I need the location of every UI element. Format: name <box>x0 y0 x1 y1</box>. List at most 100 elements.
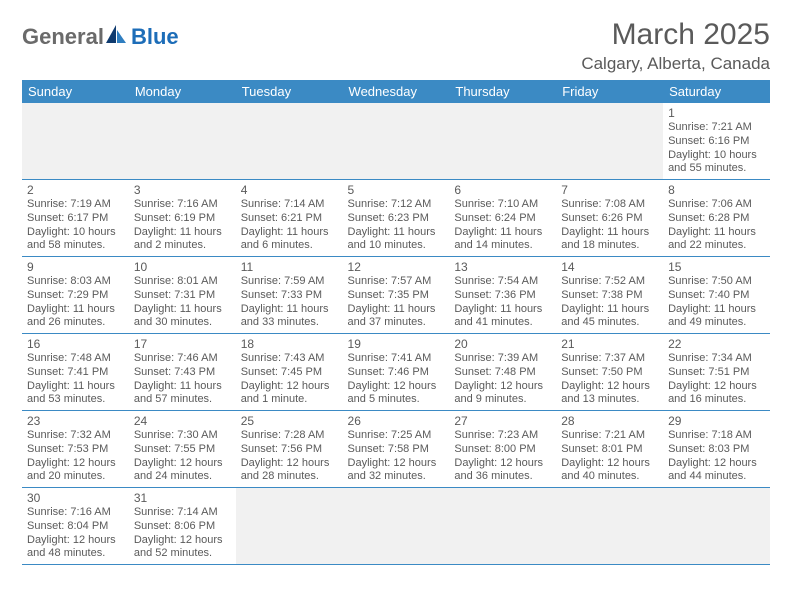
calendar-cell: 22Sunrise: 7:34 AMSunset: 7:51 PMDayligh… <box>663 334 770 411</box>
daylight-line: Daylight: 11 hours <box>241 226 338 240</box>
calendar-cell: 31Sunrise: 7:14 AMSunset: 8:06 PMDayligh… <box>129 488 236 565</box>
daylight-line: and 44 minutes. <box>668 470 765 484</box>
calendar-cell <box>449 103 556 180</box>
daylight-line: Daylight: 11 hours <box>134 226 231 240</box>
sunset-line: Sunset: 6:28 PM <box>668 212 765 226</box>
daylight-line: and 40 minutes. <box>561 470 658 484</box>
calendar-cell <box>129 103 236 180</box>
calendar-cell: 8Sunrise: 7:06 AMSunset: 6:28 PMDaylight… <box>663 180 770 257</box>
calendar-cell: 26Sunrise: 7:25 AMSunset: 7:58 PMDayligh… <box>343 411 450 488</box>
calendar-week-row: 2Sunrise: 7:19 AMSunset: 6:17 PMDaylight… <box>22 180 770 257</box>
sunset-line: Sunset: 7:48 PM <box>454 366 551 380</box>
day-number: 17 <box>134 337 231 351</box>
calendar-cell <box>449 488 556 565</box>
daylight-line: and 41 minutes. <box>454 316 551 330</box>
calendar-cell: 20Sunrise: 7:39 AMSunset: 7:48 PMDayligh… <box>449 334 556 411</box>
logo-text-blue: Blue <box>131 24 179 50</box>
sunrise-line: Sunrise: 7:14 AM <box>241 198 338 212</box>
day-number: 15 <box>668 260 765 274</box>
sunrise-line: Sunrise: 7:14 AM <box>134 506 231 520</box>
day-number: 31 <box>134 491 231 505</box>
day-number: 13 <box>454 260 551 274</box>
calendar-cell <box>556 103 663 180</box>
daylight-line: and 6 minutes. <box>241 239 338 253</box>
calendar-cell: 5Sunrise: 7:12 AMSunset: 6:23 PMDaylight… <box>343 180 450 257</box>
calendar-week-row: 1Sunrise: 7:21 AMSunset: 6:16 PMDaylight… <box>22 103 770 180</box>
sunset-line: Sunset: 7:55 PM <box>134 443 231 457</box>
sunrise-line: Sunrise: 7:12 AM <box>348 198 445 212</box>
daylight-line: Daylight: 11 hours <box>561 303 658 317</box>
calendar-cell: 29Sunrise: 7:18 AMSunset: 8:03 PMDayligh… <box>663 411 770 488</box>
sunrise-line: Sunrise: 7:30 AM <box>134 429 231 443</box>
day-number: 26 <box>348 414 445 428</box>
daylight-line: and 20 minutes. <box>27 470 124 484</box>
daylight-line: and 36 minutes. <box>454 470 551 484</box>
sunset-line: Sunset: 8:06 PM <box>134 520 231 534</box>
sunset-line: Sunset: 6:21 PM <box>241 212 338 226</box>
daylight-line: Daylight: 12 hours <box>348 380 445 394</box>
header: General Blue March 2025 Calgary, Alberta… <box>22 18 770 74</box>
sunrise-line: Sunrise: 7:32 AM <box>27 429 124 443</box>
daylight-line: Daylight: 11 hours <box>134 303 231 317</box>
sunset-line: Sunset: 7:31 PM <box>134 289 231 303</box>
calendar-cell: 7Sunrise: 7:08 AMSunset: 6:26 PMDaylight… <box>556 180 663 257</box>
sunrise-line: Sunrise: 7:50 AM <box>668 275 765 289</box>
daylight-line: Daylight: 11 hours <box>241 303 338 317</box>
sunset-line: Sunset: 7:50 PM <box>561 366 658 380</box>
daylight-line: and 48 minutes. <box>27 547 124 561</box>
day-number: 21 <box>561 337 658 351</box>
calendar-cell: 15Sunrise: 7:50 AMSunset: 7:40 PMDayligh… <box>663 257 770 334</box>
calendar-cell: 2Sunrise: 7:19 AMSunset: 6:17 PMDaylight… <box>22 180 129 257</box>
calendar-cell: 12Sunrise: 7:57 AMSunset: 7:35 PMDayligh… <box>343 257 450 334</box>
calendar-cell: 10Sunrise: 8:01 AMSunset: 7:31 PMDayligh… <box>129 257 236 334</box>
calendar-cell: 3Sunrise: 7:16 AMSunset: 6:19 PMDaylight… <box>129 180 236 257</box>
sunrise-line: Sunrise: 7:39 AM <box>454 352 551 366</box>
day-header: Wednesday <box>343 80 450 103</box>
calendar-cell: 13Sunrise: 7:54 AMSunset: 7:36 PMDayligh… <box>449 257 556 334</box>
daylight-line: Daylight: 12 hours <box>27 457 124 471</box>
sail-icon <box>106 25 128 50</box>
sunrise-line: Sunrise: 7:16 AM <box>134 198 231 212</box>
daylight-line: and 49 minutes. <box>668 316 765 330</box>
sunrise-line: Sunrise: 7:16 AM <box>27 506 124 520</box>
day-number: 22 <box>668 337 765 351</box>
daylight-line: and 18 minutes. <box>561 239 658 253</box>
sunrise-line: Sunrise: 7:21 AM <box>561 429 658 443</box>
daylight-line: Daylight: 12 hours <box>561 457 658 471</box>
daylight-line: and 58 minutes. <box>27 239 124 253</box>
daylight-line: and 22 minutes. <box>668 239 765 253</box>
daylight-line: and 1 minute. <box>241 393 338 407</box>
sunrise-line: Sunrise: 8:01 AM <box>134 275 231 289</box>
daylight-line: Daylight: 11 hours <box>348 303 445 317</box>
day-number: 8 <box>668 183 765 197</box>
day-number: 16 <box>27 337 124 351</box>
daylight-line: Daylight: 12 hours <box>241 457 338 471</box>
title-block: March 2025 Calgary, Alberta, Canada <box>581 18 770 74</box>
day-number: 14 <box>561 260 658 274</box>
sunrise-line: Sunrise: 7:06 AM <box>668 198 765 212</box>
daylight-line: and 13 minutes. <box>561 393 658 407</box>
sunset-line: Sunset: 7:45 PM <box>241 366 338 380</box>
sunrise-line: Sunrise: 7:52 AM <box>561 275 658 289</box>
day-number: 7 <box>561 183 658 197</box>
sunrise-line: Sunrise: 7:59 AM <box>241 275 338 289</box>
daylight-line: and 55 minutes. <box>668 162 765 176</box>
daylight-line: Daylight: 11 hours <box>454 303 551 317</box>
daylight-line: Daylight: 12 hours <box>348 457 445 471</box>
calendar-cell <box>343 488 450 565</box>
day-header-row: Sunday Monday Tuesday Wednesday Thursday… <box>22 80 770 103</box>
sunrise-line: Sunrise: 7:18 AM <box>668 429 765 443</box>
day-number: 10 <box>134 260 231 274</box>
sunset-line: Sunset: 7:33 PM <box>241 289 338 303</box>
calendar-cell <box>556 488 663 565</box>
calendar-week-row: 9Sunrise: 8:03 AMSunset: 7:29 PMDaylight… <box>22 257 770 334</box>
sunrise-line: Sunrise: 7:23 AM <box>454 429 551 443</box>
calendar-cell: 4Sunrise: 7:14 AMSunset: 6:21 PMDaylight… <box>236 180 343 257</box>
day-number: 3 <box>134 183 231 197</box>
daylight-line: and 33 minutes. <box>241 316 338 330</box>
calendar-table: Sunday Monday Tuesday Wednesday Thursday… <box>22 80 770 565</box>
daylight-line: and 9 minutes. <box>454 393 551 407</box>
calendar-cell: 21Sunrise: 7:37 AMSunset: 7:50 PMDayligh… <box>556 334 663 411</box>
daylight-line: Daylight: 10 hours <box>27 226 124 240</box>
daylight-line: and 28 minutes. <box>241 470 338 484</box>
